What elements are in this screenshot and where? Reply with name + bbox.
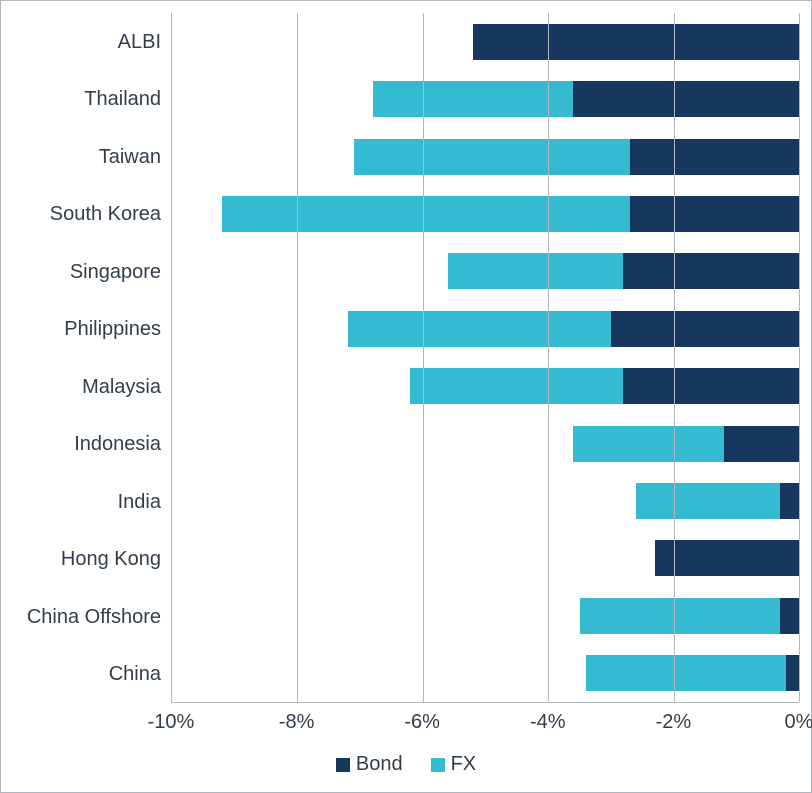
- bar-slot: [172, 311, 799, 347]
- bar-slot: [172, 196, 799, 232]
- bar-segment-bond: [780, 598, 799, 634]
- y-axis-label: China: [13, 664, 161, 684]
- y-axis-labels: ALBI Thailand Taiwan South Korea Singapore Ph…: [13, 13, 171, 703]
- gridline: [674, 13, 675, 702]
- legend-swatch-icon: [336, 758, 350, 772]
- legend: Bond FX: [13, 739, 799, 780]
- bar-segment-fx: [580, 598, 781, 634]
- x-axis-label: -6%: [404, 711, 440, 734]
- bar-segment-bond: [623, 253, 799, 289]
- bar-segment-bond: [611, 311, 799, 347]
- bar-slot: [172, 483, 799, 519]
- bar-segment-bond: [786, 655, 799, 691]
- y-axis-label: Hong Kong: [13, 549, 161, 569]
- y-axis-label: Philippines: [13, 319, 161, 339]
- bar-slot: [172, 253, 799, 289]
- x-axis-label: -10%: [148, 711, 195, 734]
- bar-segment-bond: [630, 139, 799, 175]
- y-axis-label: ALBI: [13, 32, 161, 52]
- x-axis-label: -8%: [279, 711, 315, 734]
- y-axis-label: Indonesia: [13, 434, 161, 454]
- gridline: [297, 13, 298, 702]
- y-axis-label: Thailand: [13, 89, 161, 109]
- bar-slot: [172, 655, 799, 691]
- bar-segment-bond: [623, 368, 799, 404]
- bar-segment-fx: [448, 253, 624, 289]
- bar-slot: [172, 24, 799, 60]
- gridline: [799, 13, 800, 702]
- gridline: [423, 13, 424, 702]
- bar-segment-fx: [410, 368, 623, 404]
- bar-segment-fx: [373, 81, 574, 117]
- y-axis-label: Taiwan: [13, 147, 161, 167]
- bar-segment-bond: [780, 483, 799, 519]
- legend-item-bond: Bond: [336, 753, 403, 776]
- legend-label: FX: [451, 753, 477, 776]
- x-axis-label: -4%: [530, 711, 566, 734]
- bar-segment-bond: [630, 196, 799, 232]
- bar-segment-bond: [473, 24, 799, 60]
- bar-segment-bond: [724, 426, 799, 462]
- bar-slot: [172, 540, 799, 576]
- legend-label: Bond: [356, 753, 403, 776]
- plot-row: ALBI Thailand Taiwan South Korea Singapore Ph…: [13, 13, 799, 703]
- bar-segment-fx: [354, 139, 630, 175]
- x-axis-label: -2%: [656, 711, 692, 734]
- gridline: [548, 13, 549, 702]
- bar-segment-fx: [586, 655, 787, 691]
- bar-segment-bond: [655, 540, 799, 576]
- bar-slot: [172, 139, 799, 175]
- plot-area: [171, 13, 799, 703]
- legend-item-fx: FX: [431, 753, 477, 776]
- x-axis-row: -10%-8%-6%-4%-2%0%: [13, 703, 799, 739]
- y-axis-label: China Offshore: [13, 607, 161, 627]
- bar-segment-fx: [348, 311, 611, 347]
- x-axis-label: 0%: [785, 711, 812, 734]
- plot-wrap: ALBI Thailand Taiwan South Korea Singapore Ph…: [13, 13, 799, 739]
- bars-container: [172, 13, 799, 702]
- bar-segment-bond: [573, 81, 799, 117]
- x-axis-labels: -10%-8%-6%-4%-2%0%: [171, 703, 799, 739]
- y-axis-label: South Korea: [13, 204, 161, 224]
- bar-slot: [172, 368, 799, 404]
- bar-slot: [172, 81, 799, 117]
- bar-slot: [172, 426, 799, 462]
- y-axis-label: Malaysia: [13, 377, 161, 397]
- bar-slot: [172, 598, 799, 634]
- bar-segment-fx: [573, 426, 723, 462]
- bar-segment-fx: [222, 196, 630, 232]
- return-decomposition-chart: ALBI Thailand Taiwan South Korea Singapore Ph…: [0, 0, 812, 793]
- y-axis-label: India: [13, 492, 161, 512]
- bar-segment-fx: [636, 483, 780, 519]
- y-axis-label: Singapore: [13, 262, 161, 282]
- legend-swatch-icon: [431, 758, 445, 772]
